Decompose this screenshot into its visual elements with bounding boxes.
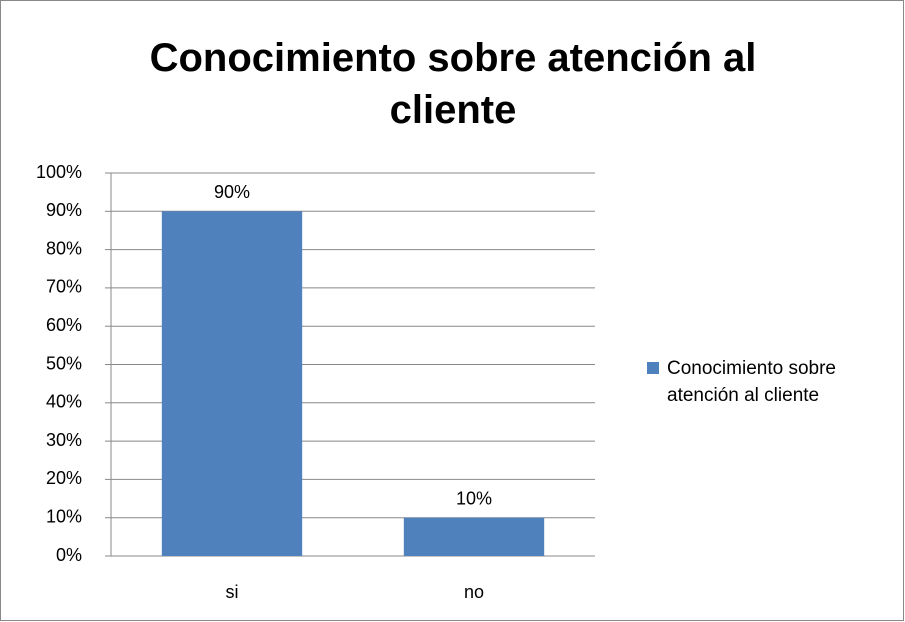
y-tick-label: 10%	[46, 506, 82, 526]
y-tick-label: 70%	[46, 277, 82, 297]
x-tick-label: no	[464, 582, 484, 602]
y-tick-label: 60%	[46, 315, 82, 335]
bar	[403, 517, 545, 556]
x-tick-label: si	[226, 582, 239, 602]
y-tick-label: 40%	[46, 392, 82, 412]
y-tick-label: 0%	[56, 545, 82, 565]
y-tick-label: 50%	[46, 353, 82, 373]
legend-swatch	[647, 362, 659, 374]
data-label: 10%	[456, 488, 492, 508]
data-label: 90%	[214, 182, 250, 202]
y-tick-label: 30%	[46, 430, 82, 450]
y-tick-label: 100%	[36, 162, 82, 182]
legend-label: Conocimiento sobre atención al cliente	[667, 358, 836, 406]
y-tick-label: 90%	[46, 200, 82, 220]
chart-title: Conocimiento sobre atención al cliente	[149, 36, 757, 132]
y-tick-label: 20%	[46, 468, 82, 488]
y-tick-label: 80%	[46, 238, 82, 258]
bar	[161, 211, 303, 557]
